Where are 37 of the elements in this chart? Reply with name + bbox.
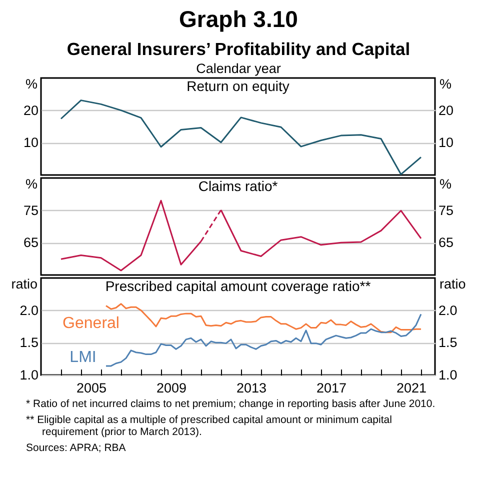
y2-tick-label: 75	[438, 202, 454, 218]
y2-tick-label: 1.0	[438, 368, 458, 382]
y2-axis-title: ratio	[440, 276, 466, 292]
caption: Graph 3.10	[178, 5, 299, 33]
y2-axis-title: %	[440, 176, 452, 192]
series-label: General	[62, 314, 120, 332]
y-tick-label: 75	[23, 202, 38, 218]
y2-axis-title: %	[440, 76, 452, 92]
source-note: Sources: APRA; RBA	[26, 442, 127, 454]
x-tick-label: 2021	[396, 380, 427, 396]
y-tick-label: 2.0	[20, 302, 38, 318]
text: ** Eligible capital as a multiple of prescribed capital amount or minimum capital requirement (prior to March 2013).	[26, 414, 393, 438]
y-tick-label: 10	[23, 135, 38, 150]
y-tick-label: 1.0	[20, 368, 38, 382]
y2-tick-label: 2.0	[438, 302, 458, 318]
x-axis-title: Calendar year	[195, 60, 282, 76]
chart-title: Prescribed capital amount coverage ratio**	[105, 278, 372, 294]
y2-tick-label: 20	[438, 102, 454, 118]
x-tick-label: 2009	[156, 380, 187, 396]
x-tick-label: 2017	[316, 380, 347, 396]
y2-tick-label: 65	[438, 235, 454, 250]
y2-tick-label: 1.5	[438, 335, 458, 350]
y2-tick-label: 10	[438, 135, 454, 150]
x-tick-label: 2005	[76, 380, 107, 396]
line-series	[60, 100, 422, 175]
chart-title: Return on equity	[186, 78, 290, 94]
x-tick-label: 2013	[236, 380, 267, 396]
y-tick-label: 65	[23, 235, 38, 250]
y-axis-title: %	[25, 176, 38, 192]
y-tick-label: 1.5	[20, 335, 38, 350]
y-axis-title: %	[25, 76, 38, 92]
text: * Ratio of net incurred claims to net premium; change in reporting basis after June 2010.	[26, 398, 436, 410]
text: General Insurers’ Profitability and Capital	[66, 38, 412, 60]
y-tick-label: 20	[23, 102, 38, 118]
chart-title: Claims ratio*	[198, 178, 278, 194]
y-axis-title: ratio	[11, 276, 38, 292]
series-label: LMI	[70, 348, 96, 366]
